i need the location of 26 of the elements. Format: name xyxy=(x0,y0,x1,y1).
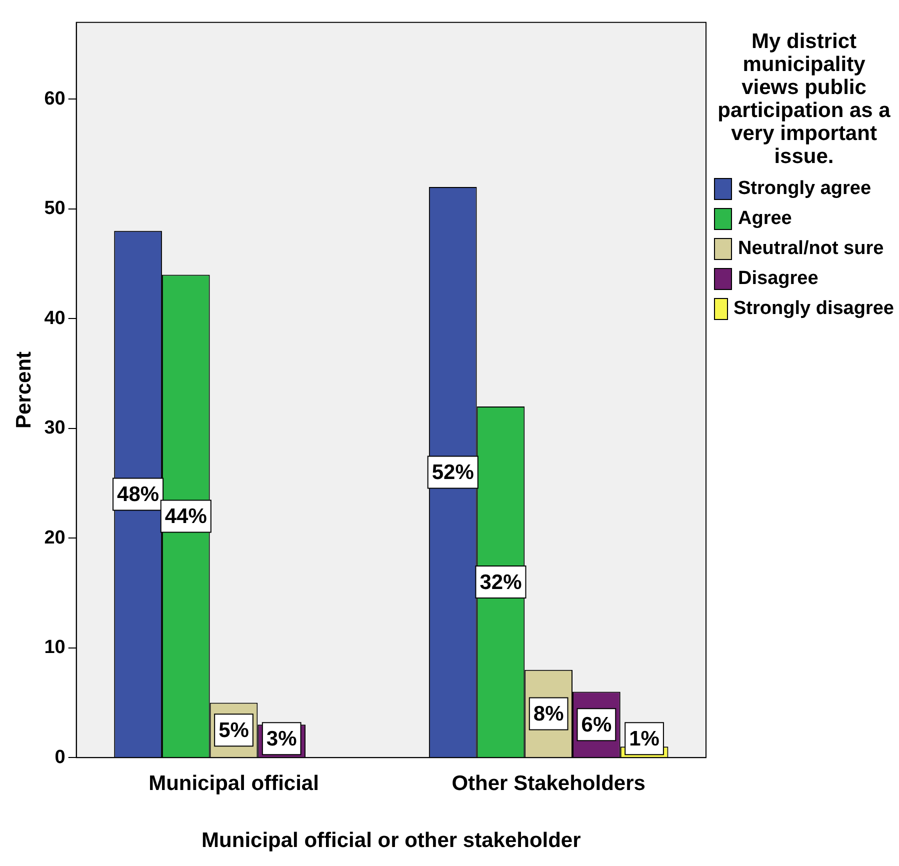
y-tick-label: 0 xyxy=(54,746,66,768)
data-label: 5% xyxy=(218,718,250,742)
data-label: 6% xyxy=(581,713,612,736)
y-tick-label: 20 xyxy=(44,527,66,548)
legend-title: My district municipality views public participation as a very important issue. xyxy=(716,30,892,168)
legend-label: Disagree xyxy=(738,268,818,290)
x-tick-label: Other Stakeholders xyxy=(452,772,646,795)
legend-label: Strongly disagree xyxy=(734,298,894,320)
x-axis-title: Municipal official or other stakeholder xyxy=(202,829,581,852)
data-label: 8% xyxy=(533,702,564,726)
legend-label: Neutral/not sure xyxy=(738,238,884,260)
legend-label: Agree xyxy=(738,208,792,230)
data-label: 52% xyxy=(432,461,474,484)
data-label: 32% xyxy=(480,570,522,594)
y-axis-title: Percent xyxy=(12,351,36,429)
y-tick-label: 60 xyxy=(44,88,66,110)
y-tick-label: 30 xyxy=(44,418,66,439)
y-tick-label: 50 xyxy=(44,198,66,220)
data-label: 48% xyxy=(117,483,160,506)
data-label: 3% xyxy=(266,727,298,750)
legend-label: Strongly agree xyxy=(738,178,872,200)
y-tick-label: 10 xyxy=(44,637,66,658)
data-label: 44% xyxy=(164,504,208,528)
x-tick-label: Municipal official xyxy=(148,772,319,795)
data-label: 1% xyxy=(629,727,660,750)
y-tick-label: 40 xyxy=(44,308,66,329)
